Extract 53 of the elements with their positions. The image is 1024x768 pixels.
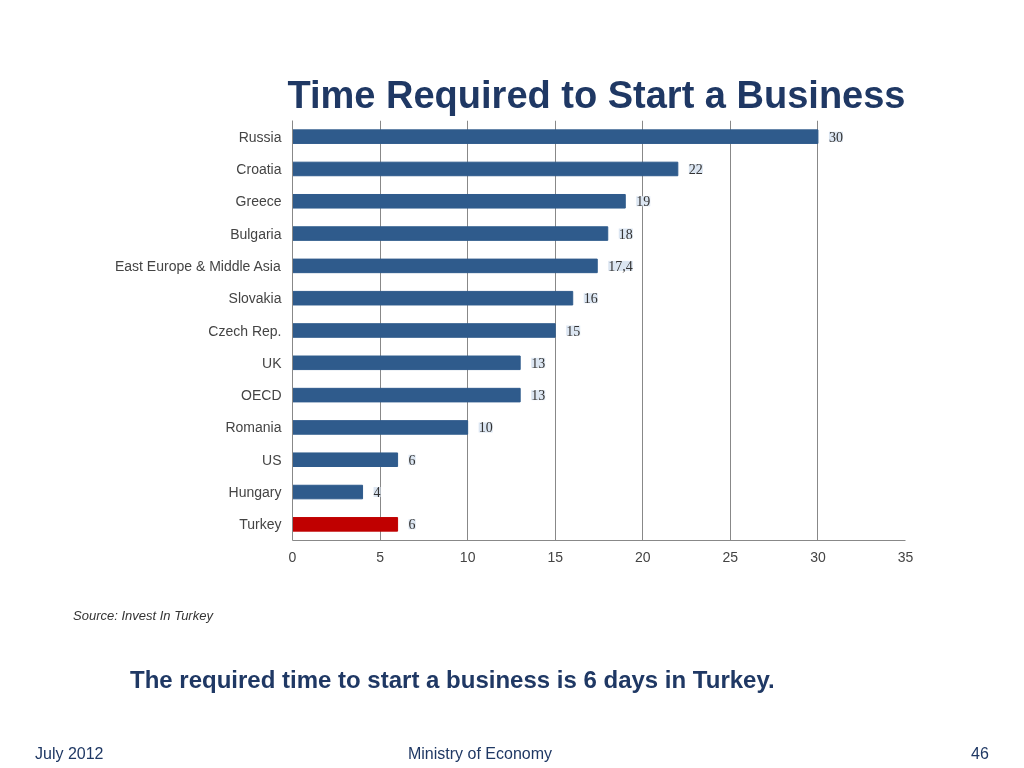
data-label: 6 bbox=[408, 452, 416, 468]
text: The required time to start a business is 6 days in Turkey. bbox=[130, 665, 775, 695]
y-tick-label: Romania bbox=[225, 419, 282, 436]
bar bbox=[292, 258, 598, 274]
bar bbox=[292, 517, 399, 532]
bar bbox=[292, 387, 521, 403]
y-tick-label: Turkey bbox=[239, 516, 282, 533]
data-label: 13 bbox=[531, 355, 546, 371]
x-tick-label: 5 bbox=[376, 548, 385, 565]
text: 46 bbox=[971, 744, 989, 764]
data-label: 13 bbox=[531, 388, 546, 404]
data-label: 6 bbox=[408, 517, 416, 533]
y-tick-label: Bulgaria bbox=[230, 225, 282, 242]
bar bbox=[292, 452, 399, 468]
bar bbox=[292, 129, 819, 144]
data-label: 4 bbox=[373, 485, 381, 501]
data-label: 22 bbox=[688, 161, 703, 177]
x-tick-label: 0 bbox=[288, 548, 297, 565]
bar bbox=[292, 193, 626, 209]
data-label: 15 bbox=[566, 323, 581, 339]
x-tick-label: 30 bbox=[810, 548, 826, 565]
y-tick-label: Greece bbox=[235, 193, 282, 210]
bar bbox=[292, 323, 556, 338]
bar bbox=[292, 161, 679, 177]
y-tick-label: US bbox=[262, 451, 282, 468]
y-tick-label: Slovakia bbox=[228, 290, 282, 307]
bar bbox=[292, 226, 609, 241]
data-label: 18 bbox=[618, 226, 633, 242]
bar bbox=[292, 420, 469, 435]
y-tick-label: East Europe & Middle Asia bbox=[114, 257, 281, 274]
data-label: 19 bbox=[636, 194, 651, 210]
x-tick-label: 25 bbox=[722, 548, 739, 565]
y-tick-label: Croatia bbox=[236, 160, 282, 177]
data-label: 10 bbox=[478, 420, 493, 436]
y-tick-label: UK bbox=[262, 354, 283, 371]
x-tick-label: 10 bbox=[459, 548, 476, 565]
x-tick-label: 35 bbox=[897, 548, 914, 565]
text: Ministry of Economy bbox=[407, 744, 553, 764]
source-note: Source: Invest In Turkey bbox=[73, 607, 213, 625]
y-tick-label: Russia bbox=[238, 128, 282, 145]
y-tick-label: OECD bbox=[241, 387, 282, 404]
x-tick-label: 15 bbox=[547, 548, 564, 565]
data-label: 16 bbox=[583, 291, 598, 307]
y-tick-label: Czech Rep. bbox=[208, 322, 282, 339]
chart-title: Time Required to Start a Business bbox=[287, 73, 906, 116]
data-label: 17,4 bbox=[608, 258, 633, 274]
x-tick-label: 20 bbox=[635, 548, 651, 565]
y-tick-label: Hungary bbox=[228, 484, 282, 501]
bar bbox=[292, 290, 574, 306]
bar bbox=[292, 484, 364, 500]
data-label: 30 bbox=[828, 129, 843, 145]
text: July 2012 bbox=[35, 744, 104, 764]
bar bbox=[292, 355, 521, 371]
